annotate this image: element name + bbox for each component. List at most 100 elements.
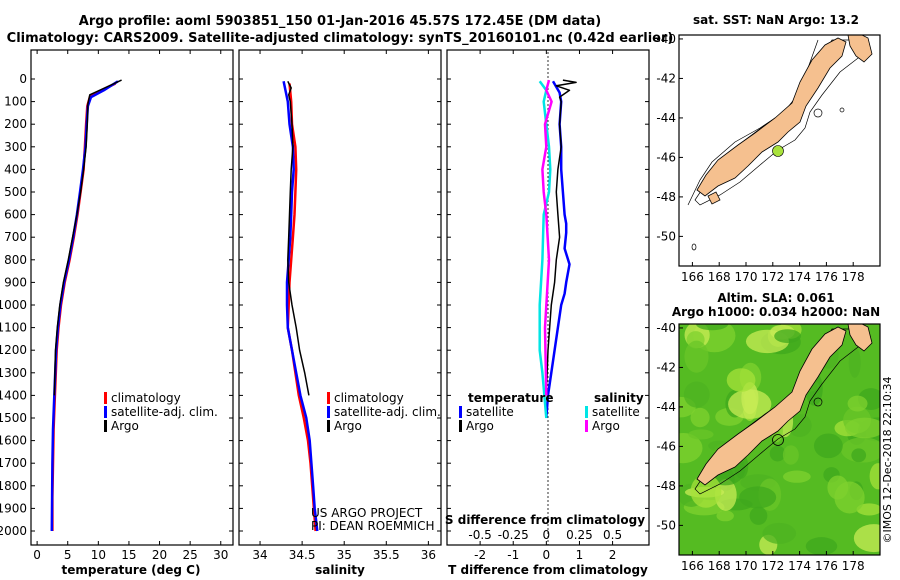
legend-temperature-title: temperature — [468, 391, 553, 405]
sla-map-ticks: 166 168 170 172 174 176 178 -40 -42 -44 -46 -48 -50 — [656, 321, 864, 573]
sla-map: Altim. SLA: 0.061 Argo h1000: 0.034 h200… — [656, 291, 881, 573]
s-difference-ticks: -0.5 -0.25 0 0.25 0.5 — [468, 528, 622, 542]
south-island-land — [696, 37, 847, 197]
sla-patch — [762, 522, 797, 544]
depth-tick-label: 1500 — [0, 411, 27, 425]
depth-tick-label: 1900 — [0, 501, 27, 515]
x-tick-label: 34 — [252, 548, 267, 562]
x-tick-label: 34.5 — [289, 548, 316, 562]
sst-map: sat. SST: NaN Argo: 13.2 166 168 170 172 174… — [656, 13, 881, 284]
t-difference-xlabel: T difference from climatology — [448, 563, 648, 577]
sla-patch — [739, 486, 777, 509]
legend-satellite-label: satellite-adj. clim. — [111, 405, 218, 419]
x-tick-label: -1 — [507, 548, 519, 562]
sla-patch — [853, 524, 880, 553]
legend-t-satellite-label: satellite — [466, 405, 514, 419]
legend-s-satellite-label: satellite — [592, 405, 640, 419]
imos-credit: ©IMOS 12-Dec-2018 22:10:34 — [881, 377, 894, 544]
project-credit-line1: US ARGO PROJECT — [311, 506, 423, 520]
temperature-legend: climatology satellite-adj. clim. Argo — [104, 391, 218, 433]
x-tick-label: 0 — [33, 548, 41, 562]
s-tick-label: -0.5 — [468, 528, 491, 542]
x-tick-label: 30 — [213, 548, 228, 562]
depth-tick-label: 2000 — [0, 524, 27, 538]
sla-patch — [690, 407, 710, 428]
sla-map-frame — [678, 323, 881, 556]
x-tick-label: 15 — [121, 548, 136, 562]
sla-patch — [696, 324, 729, 331]
depth-tick-label: 1200 — [0, 343, 27, 357]
depth-tick-label: 700 — [4, 230, 27, 244]
project-credit-line2: PI: DEAN ROEMMICH — [311, 519, 434, 533]
sla-patch — [749, 506, 768, 525]
legend-argo-label: Argo — [334, 419, 362, 433]
depth-tick-label: 900 — [4, 275, 27, 289]
temperature-lines — [50, 79, 122, 532]
series-line-satellite-adj-clim- — [282, 81, 319, 532]
s-tick-label: 0.5 — [603, 528, 622, 542]
lat-tick-label: -50 — [656, 229, 676, 243]
s-difference-xlabel: S difference from climatology — [445, 513, 645, 527]
argo-location-marker — [772, 145, 784, 157]
x-tick-label: 5 — [64, 548, 72, 562]
depth-tick-label: 0 — [19, 72, 27, 86]
stewart-island-land — [707, 191, 721, 205]
legend-climatology-label: climatology — [111, 391, 181, 405]
sla-map-title-line1: Altim. SLA: 0.061 — [717, 291, 834, 305]
sst-map-frame — [678, 34, 881, 267]
legend-satellite-swatch — [327, 406, 330, 418]
lon-tick-label: 176 — [815, 559, 838, 573]
x-tick-label: 35.5 — [373, 548, 400, 562]
sla-patch — [684, 340, 709, 373]
sla-patch — [774, 329, 802, 344]
legend-satellite-swatch — [104, 406, 107, 418]
sla-patch — [813, 433, 843, 459]
series-line-argo — [53, 79, 122, 396]
south-island-land — [696, 326, 847, 486]
lon-tick-label: 174 — [788, 270, 811, 284]
temperature-x-ticks: 0 5 10 15 20 25 30 — [33, 50, 228, 562]
x-tick-label: -2 — [474, 548, 486, 562]
series-line-salinity-satellite — [538, 80, 552, 419]
sla-patch — [728, 389, 772, 419]
legend-t-argo-swatch — [459, 420, 462, 432]
sla-patch — [848, 347, 861, 378]
lat-tick-label: -40 — [656, 321, 676, 335]
lon-tick-label: 172 — [761, 270, 784, 284]
depth-tick-label: 100 — [4, 95, 27, 109]
x-tick-label: 10 — [91, 548, 106, 562]
legend-s-satellite-swatch — [585, 406, 588, 418]
series-line-argo — [287, 80, 310, 396]
x-tick-label: 1 — [576, 548, 584, 562]
sla-patch — [769, 445, 786, 462]
chatham-rise-island — [813, 397, 823, 407]
salinity-legend: climatology satellite-adj. clim. Argo — [327, 391, 441, 433]
s-tick-label: 0.25 — [566, 528, 593, 542]
temperature-plot-frame — [30, 49, 234, 546]
salinity-xlabel: salinity — [315, 563, 365, 577]
lat-tick-label: -44 — [656, 400, 676, 414]
sla-map-title-line2: Argo h1000: 0.034 h2000: NaN — [672, 305, 880, 319]
legend-t-satellite-swatch — [459, 406, 462, 418]
depth-tick-label: 1700 — [0, 456, 27, 470]
salinity-panel: 34 34.5 35 35.5 36 salinity climatology sate… — [238, 49, 442, 577]
depth-tick-label: 300 — [4, 140, 27, 154]
argo-location-marker — [772, 434, 784, 446]
sla-patch — [856, 503, 880, 516]
lat-tick-label: -46 — [656, 439, 676, 453]
lon-tick-label: 178 — [842, 270, 865, 284]
depth-tick-label: 800 — [4, 253, 27, 267]
legend-argo-swatch — [104, 420, 107, 432]
depth-tick-label: 500 — [4, 185, 27, 199]
x-tick-label: 2 — [609, 548, 617, 562]
sla-patch — [847, 395, 868, 412]
difference-panel: -2 -1 0 1 2 S difference from climatology -0… — [445, 49, 650, 577]
series-line-temperature-argo — [545, 79, 577, 396]
figure-title-line2: Climatology: CARS2009. Satellite-adjuste… — [7, 31, 674, 46]
lat-tick-label: -44 — [656, 111, 676, 125]
lat-tick-label: -48 — [656, 190, 676, 204]
sst-map-title: sat. SST: NaN Argo: 13.2 — [693, 13, 859, 27]
legend-s-argo-swatch — [585, 420, 588, 432]
x-tick-label: 36 — [421, 548, 436, 562]
